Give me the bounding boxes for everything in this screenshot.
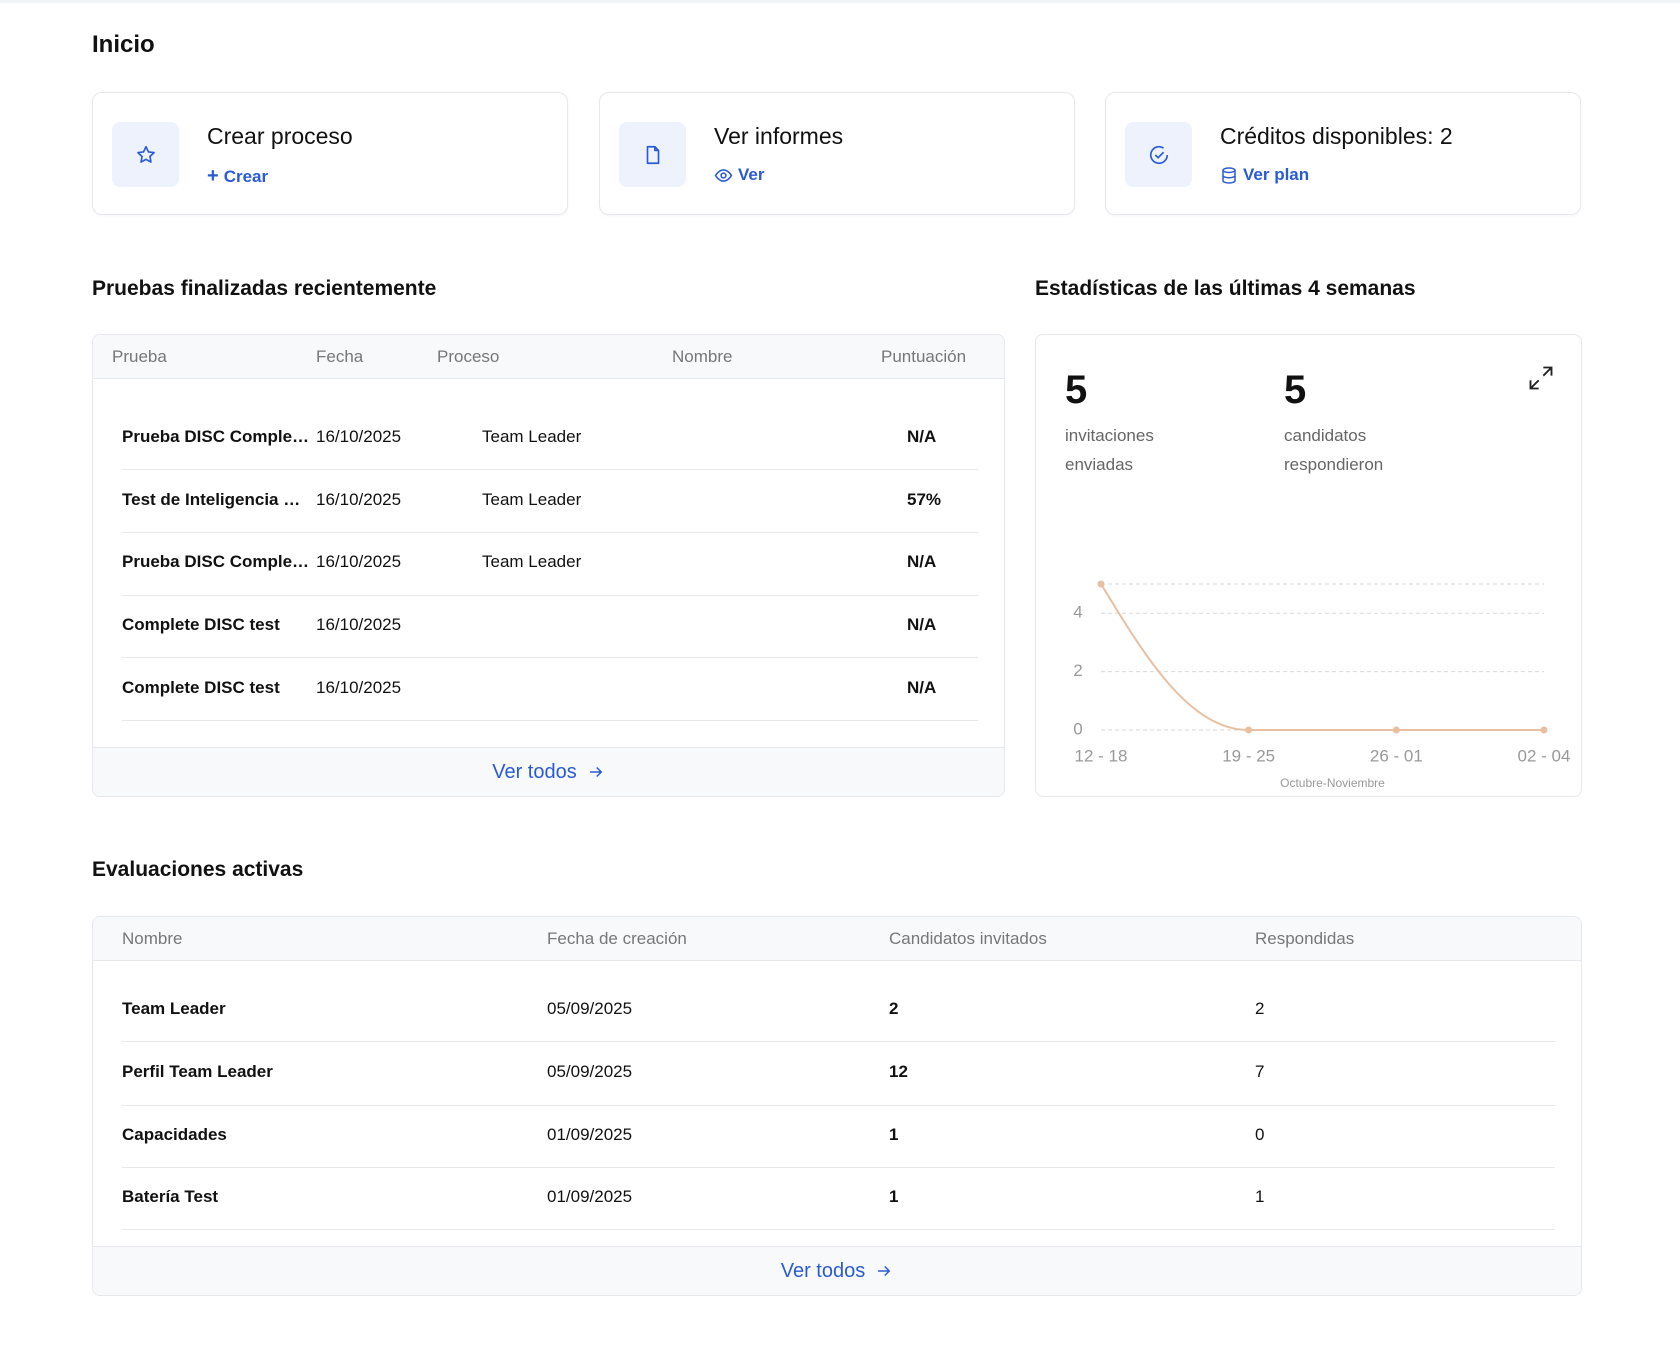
table-cell: 16/10/2025 [316, 490, 402, 509]
table-cell: Team Leader [482, 552, 582, 571]
table-cell: Prueba DISC Comple… [122, 552, 310, 571]
card: Ver informes Ver [599, 92, 1075, 215]
see-all[interactable]: Ver todos [93, 747, 1004, 796]
row-divider [122, 469, 978, 470]
active-evaluations-table: Ver todos Nombre Fecha de creación Candida… [92, 916, 1582, 1296]
recent-tests-table: Ver todos Prueba Fecha Proceso Nombre Puntua… [92, 334, 1005, 797]
top-bar [0, 0, 1680, 3]
table-cell: N/A [907, 427, 937, 446]
expand-icon[interactable] [1527, 364, 1555, 392]
metric-label: candidatos respondieron [1284, 426, 1384, 474]
table-cell: 57% [907, 490, 942, 509]
table-cell: 01/09/2025 [547, 1125, 633, 1144]
table-cell: 1 [889, 1125, 899, 1144]
row-divider [122, 1041, 1555, 1042]
table-cell: 12 [889, 1062, 908, 1081]
card-action[interactable]: Ver [714, 165, 764, 185]
column-header: Puntuación [881, 347, 967, 366]
section-title: Estadísticas de las últimas 4 semanas [1035, 277, 1416, 300]
metric-label: invitaciones enviadas [1065, 426, 1154, 474]
page-title: Inicio [92, 31, 155, 58]
table-cell: 16/10/2025 [316, 427, 402, 446]
action-label[interactable]: Ver plan [1243, 165, 1310, 184]
table-cell: 0 [1255, 1125, 1265, 1144]
table-cell: Batería Test [122, 1187, 219, 1206]
column-header: Respondidas [1255, 929, 1355, 948]
column-header: Nombre [672, 347, 733, 366]
column-header: Proceso [437, 347, 500, 366]
icon [112, 122, 179, 187]
action-label[interactable]: Ver [738, 165, 765, 184]
table-cell: 16/10/2025 [316, 678, 402, 697]
row-divider [122, 720, 978, 721]
table-cell: 1 [1255, 1187, 1265, 1206]
action-label[interactable]: Crear [223, 166, 269, 186]
table-cell: Prueba DISC Comple… [122, 427, 310, 446]
table-cell: Test de Inteligencia … [122, 490, 301, 509]
row-divider [122, 1105, 1555, 1106]
see-all[interactable]: Ver todos [93, 1246, 1581, 1295]
table-cell: Capacidades [122, 1125, 227, 1144]
table-cell: 16/10/2025 [316, 615, 402, 634]
card-action[interactable]: Ver plan [1220, 165, 1309, 185]
icon [1125, 122, 1192, 187]
table-cell: Complete DISC test [122, 615, 280, 634]
table-cell: Perfil Team Leader [122, 1062, 273, 1081]
table-cell: N/A [907, 678, 937, 697]
table-cell: Team Leader [482, 490, 582, 509]
table-cell: 01/09/2025 [547, 1187, 633, 1206]
section-title: Evaluaciones activas [92, 858, 304, 881]
card-title: Crear proceso [207, 123, 353, 149]
table-cell: 05/09/2025 [547, 1062, 633, 1081]
card-action[interactable]: + Crear [207, 165, 269, 187]
card: Créditos disponibles: 2 Ver plan [1105, 92, 1581, 215]
table-cell: N/A [907, 552, 937, 571]
stats-card: 5 invitaciones enviadas 5 candidatos res… [1035, 334, 1582, 797]
see-all-label[interactable]: Ver todos [492, 760, 577, 783]
table-cell: 7 [1255, 1062, 1265, 1081]
column-header: Fecha [316, 347, 364, 366]
table-cell: 2 [1255, 999, 1265, 1018]
metric-value: 5 [1065, 368, 1088, 412]
row-divider [122, 532, 978, 533]
table-cell: 2 [889, 999, 899, 1018]
row-divider [122, 1167, 1555, 1168]
row-divider [122, 657, 978, 658]
table-cell: Team Leader [482, 427, 582, 446]
table-header [93, 335, 1004, 379]
table-cell: Team Leader [122, 999, 226, 1018]
column-header: Fecha de creación [547, 929, 687, 948]
card: Crear proceso + Crear [92, 92, 568, 215]
column-header: Candidatos invitados [889, 929, 1047, 948]
icon [619, 122, 686, 187]
see-all-label[interactable]: Ver todos [780, 1259, 866, 1282]
metric-value: 5 [1284, 368, 1307, 412]
table-header [93, 917, 1581, 961]
card-title: Créditos disponibles: 2 [1220, 123, 1453, 149]
table-cell: 1 [889, 1187, 899, 1206]
column-header: Prueba [112, 347, 167, 366]
table-cell: 05/09/2025 [547, 999, 633, 1018]
table-cell: N/A [907, 615, 937, 634]
card-title: Ver informes [714, 123, 844, 149]
table-cell: 16/10/2025 [316, 552, 402, 571]
table-cell: Complete DISC test [122, 678, 280, 697]
row-divider [122, 595, 978, 596]
column-header: Nombre [122, 929, 183, 948]
row-divider [122, 1229, 1555, 1230]
section-title: Pruebas finalizadas recientemente [92, 277, 437, 300]
